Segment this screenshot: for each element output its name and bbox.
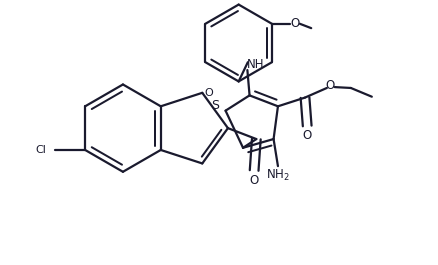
Text: S: S: [211, 99, 219, 112]
Text: O: O: [205, 88, 213, 98]
Text: NH: NH: [247, 58, 265, 71]
Text: NH$_2$: NH$_2$: [266, 168, 290, 183]
Text: O: O: [291, 17, 300, 30]
Text: O: O: [326, 79, 335, 92]
Text: Cl: Cl: [36, 145, 47, 155]
Text: O: O: [303, 129, 312, 142]
Text: O: O: [250, 174, 259, 187]
